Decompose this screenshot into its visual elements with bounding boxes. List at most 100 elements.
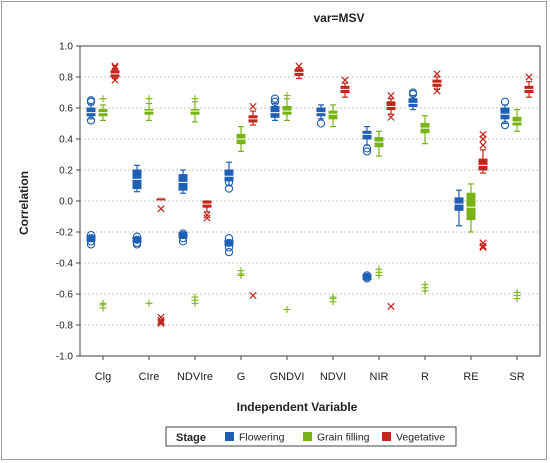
outlier-circle bbox=[178, 229, 188, 238]
x-tick-label: NDVI bbox=[320, 371, 346, 383]
series-vegetative bbox=[110, 62, 534, 328]
iqr-box bbox=[478, 158, 488, 171]
x-tick-label: GNDVI bbox=[270, 371, 305, 383]
outlier-circle bbox=[362, 147, 372, 156]
x-tick-label: Clg bbox=[95, 371, 112, 383]
outlier-cross-b bbox=[157, 205, 165, 213]
iqr-box bbox=[500, 107, 510, 120]
box-marks bbox=[86, 62, 534, 328]
iqr-box bbox=[316, 107, 326, 117]
x-tick-label: NIR bbox=[370, 371, 389, 383]
outlier-circle bbox=[270, 94, 280, 103]
outlier-cross-b bbox=[157, 318, 165, 326]
outlier-cross-b bbox=[433, 87, 441, 95]
outlier-cross-b bbox=[111, 64, 119, 72]
outlier-cross-b bbox=[387, 91, 395, 100]
iqr-box bbox=[362, 130, 372, 140]
outlier-cross-b bbox=[433, 70, 441, 78]
outlier-circle bbox=[178, 237, 188, 246]
outlier-circle bbox=[86, 96, 96, 105]
iqr-box bbox=[86, 107, 96, 117]
legend-label: Grain filling bbox=[317, 432, 370, 444]
legend-swatch bbox=[303, 432, 312, 441]
x-tick-label: RE bbox=[463, 371, 478, 383]
outlier-circle bbox=[224, 243, 234, 252]
y-tick-label: 0.4 bbox=[59, 135, 73, 146]
outlier-circle bbox=[224, 178, 234, 187]
outlier-cross-b bbox=[111, 76, 119, 84]
outlier-circle bbox=[224, 234, 234, 243]
outlier-circle bbox=[86, 116, 96, 125]
series-flowering bbox=[86, 88, 510, 283]
y-tick-label: -1.0 bbox=[56, 352, 74, 363]
plot-area-border bbox=[79, 45, 541, 357]
outlier-circle bbox=[316, 119, 326, 128]
outlier-cross-b bbox=[203, 211, 211, 219]
outlier-circle bbox=[132, 240, 142, 249]
outlier-circle bbox=[362, 271, 372, 280]
iqr-box bbox=[190, 109, 200, 115]
x-tick-label: SR bbox=[509, 371, 524, 383]
axes: 1.0 0.8 0.6 0.4 0.2 0.0 -0.2 -0.4 -0.6 -0.8 -1.0 Cl… bbox=[56, 42, 541, 383]
outlier-circle bbox=[132, 232, 142, 241]
x-tick-label: CIre bbox=[139, 371, 160, 383]
outlier-circle bbox=[362, 274, 372, 283]
outlier-cross-b bbox=[249, 291, 257, 300]
chart-title: var=MSV bbox=[313, 11, 364, 25]
outlier-cross-b bbox=[111, 62, 119, 70]
outlier-circle bbox=[270, 97, 280, 106]
y-tick-label: 1.0 bbox=[59, 42, 73, 53]
outlier-cross-b bbox=[387, 302, 395, 311]
outlier-cross-b bbox=[479, 141, 487, 149]
series-grain-filling bbox=[98, 92, 522, 313]
outlier-circle bbox=[86, 234, 96, 243]
y-tick-label: 0.0 bbox=[59, 197, 73, 208]
outlier-cross-b bbox=[479, 243, 487, 252]
outlier-cross-b bbox=[157, 319, 165, 328]
iqr-box bbox=[466, 192, 476, 221]
outlier-cross-b bbox=[203, 214, 211, 222]
legend: Stage Flowering Grain filling Vegetative bbox=[165, 426, 457, 447]
outlier-circle bbox=[86, 230, 96, 240]
iqr-box bbox=[270, 105, 280, 118]
outlier-circle bbox=[86, 240, 96, 249]
outlier-circle bbox=[132, 235, 142, 244]
iqr-box bbox=[408, 98, 418, 107]
legend-title: Stage bbox=[176, 432, 206, 444]
outlier-cross-b bbox=[341, 76, 349, 84]
outlier-cross-b bbox=[387, 113, 395, 121]
outlier-circle bbox=[408, 88, 418, 97]
y-axis-label: Correlation bbox=[17, 171, 31, 235]
outlier-circle bbox=[500, 120, 510, 130]
y-tick-label: -0.4 bbox=[56, 259, 74, 270]
iqr-box bbox=[144, 109, 154, 115]
iqr-box bbox=[282, 105, 292, 115]
outlier-circle bbox=[362, 144, 372, 153]
iqr-box bbox=[386, 101, 396, 111]
y-tick-label: -0.2 bbox=[56, 228, 74, 239]
outlier-circle bbox=[224, 238, 234, 247]
iqr-box bbox=[512, 116, 522, 126]
outlier-circle bbox=[86, 237, 96, 246]
y-tick-label: -0.8 bbox=[56, 321, 74, 332]
legend-label: Vegetative bbox=[396, 432, 445, 444]
outlier-cross-b bbox=[249, 102, 257, 111]
y-tick-label: 0.6 bbox=[59, 104, 73, 115]
y-tick-label: 0.2 bbox=[59, 166, 73, 177]
outlier-circle bbox=[500, 97, 510, 106]
legend-swatch bbox=[382, 432, 391, 441]
outlier-cross-b bbox=[479, 130, 487, 138]
iqr-box bbox=[224, 169, 234, 182]
outlier-circle bbox=[224, 247, 234, 257]
legend-swatch bbox=[225, 432, 234, 441]
outlier-cross-b bbox=[525, 73, 533, 81]
outlier-cross-b bbox=[479, 242, 487, 250]
x-tick-label: NDVIre bbox=[177, 371, 213, 383]
outlier-circle bbox=[178, 234, 188, 243]
legend-label: Flowering bbox=[239, 432, 285, 444]
outlier-cross-b bbox=[295, 62, 303, 70]
x-tick-label: G bbox=[237, 371, 246, 383]
iqr-box bbox=[328, 110, 338, 120]
